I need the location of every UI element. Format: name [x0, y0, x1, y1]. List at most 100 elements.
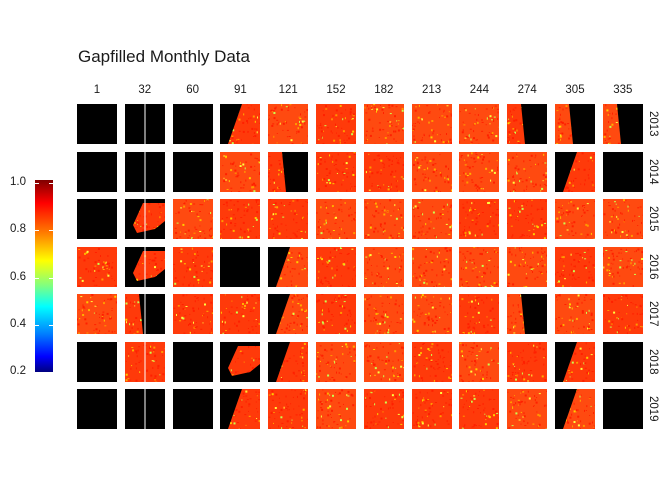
panel-image: [77, 341, 117, 382]
panel-image: [172, 199, 213, 239]
panel-image: [507, 294, 548, 334]
panel-image: [268, 151, 309, 192]
column-label-91: 91: [233, 84, 247, 96]
panel-image: [459, 341, 500, 382]
panel-2017-182: [363, 294, 404, 334]
panel-image: [411, 246, 452, 287]
panel-2017-335: [602, 294, 643, 334]
panel-2016-121: [268, 246, 309, 287]
panel-image: [77, 294, 117, 334]
panel-2016-60: [172, 246, 213, 287]
panel-image: [316, 199, 356, 239]
panel-image: [172, 104, 213, 144]
panel-2018-91: [220, 341, 261, 382]
panel-image: [602, 341, 643, 382]
panel-image: [220, 104, 261, 144]
panel-2016-32: [124, 246, 165, 287]
panel-2017-60: [172, 294, 213, 334]
panel-image: [363, 341, 404, 382]
panel-image: [268, 246, 309, 287]
panel-2015-60: [172, 199, 213, 239]
panel-image: [316, 389, 356, 429]
panel-image: [316, 294, 356, 334]
panel-image: [602, 151, 643, 192]
panel-2017-32: [124, 294, 165, 334]
panel-2016-274: [507, 246, 548, 287]
panel-image: [555, 246, 595, 287]
panel-image: [172, 151, 213, 192]
panel-image: [507, 389, 548, 429]
panel-image: [602, 294, 643, 334]
panel-2018-152: [316, 341, 356, 382]
panel-image: [316, 246, 356, 287]
panel-image: [507, 199, 548, 239]
legend-tick-mark: [35, 324, 39, 326]
panel-image: [124, 341, 165, 382]
column-label-32: 32: [138, 84, 152, 96]
panel-2016-305: [555, 246, 595, 287]
panel-2016-1: [77, 246, 117, 287]
panel-2014-60: [172, 151, 213, 192]
panel-image: [316, 341, 356, 382]
panel-image: [411, 199, 452, 239]
legend-tick-label: 0.8: [10, 223, 26, 236]
panel-2017-274: [507, 294, 548, 334]
panel-image: [555, 294, 595, 334]
legend-tick-mark: [35, 183, 39, 184]
panel-2017-1: [77, 294, 117, 334]
panel-image: [459, 389, 500, 429]
panel-2015-32: [124, 199, 165, 239]
panel-2013-305: [555, 104, 595, 144]
panel-image: [220, 199, 261, 239]
chart-title: Gapfilled Monthly Data: [78, 47, 250, 66]
panel-image: [172, 294, 213, 334]
panel-image: [172, 246, 213, 287]
panel-2019-91: [220, 389, 261, 429]
legend-tick-label: 1.0: [10, 176, 26, 188]
panel-image: [124, 199, 165, 239]
panel-image: [363, 199, 404, 239]
row-label-2014: 2014: [647, 158, 659, 185]
panel-image: [459, 151, 500, 192]
panel-2013-32: [124, 104, 165, 144]
panel-image: [507, 151, 548, 192]
panel-2013-244: [459, 104, 500, 144]
panel-image: [220, 341, 261, 382]
panel-image: [316, 151, 356, 192]
panel-image: [411, 341, 452, 382]
panel-image: [602, 246, 643, 287]
panel-2013-213: [411, 104, 452, 144]
panel-image: [220, 246, 261, 287]
panel-image: [77, 199, 117, 239]
panel-2019-213: [411, 389, 452, 429]
panel-image: [268, 104, 309, 144]
legend-tick-mark: [35, 372, 39, 373]
row-label-2015: 2015: [647, 206, 659, 232]
legend-tick-mark: [49, 372, 53, 373]
column-label-274: 274: [517, 84, 537, 96]
panel-2015-121: [268, 199, 309, 239]
panel-2015-182: [363, 199, 404, 239]
panel-image: [459, 294, 500, 334]
panel-2015-335: [602, 199, 643, 239]
legend-tick-mark: [35, 230, 39, 232]
panel-image: [459, 246, 500, 287]
panel-2019-152: [316, 389, 356, 429]
panel-image: [124, 151, 165, 192]
panel-2014-305: [555, 151, 595, 192]
panel-image: [124, 389, 165, 429]
column-label-213: 213: [422, 84, 442, 96]
panel-image: [507, 104, 548, 144]
panel-image: [411, 294, 452, 334]
panel-2013-274: [507, 104, 548, 144]
panel-2014-213: [411, 151, 452, 192]
panel-image: [172, 341, 213, 382]
panel-2019-244: [459, 389, 500, 429]
panel-image: [268, 199, 309, 239]
panel-2015-274: [507, 199, 548, 239]
panel-2017-121: [268, 294, 309, 334]
panel-2018-244: [459, 341, 500, 382]
panel-2018-182: [363, 341, 404, 382]
panel-image: [124, 294, 165, 334]
